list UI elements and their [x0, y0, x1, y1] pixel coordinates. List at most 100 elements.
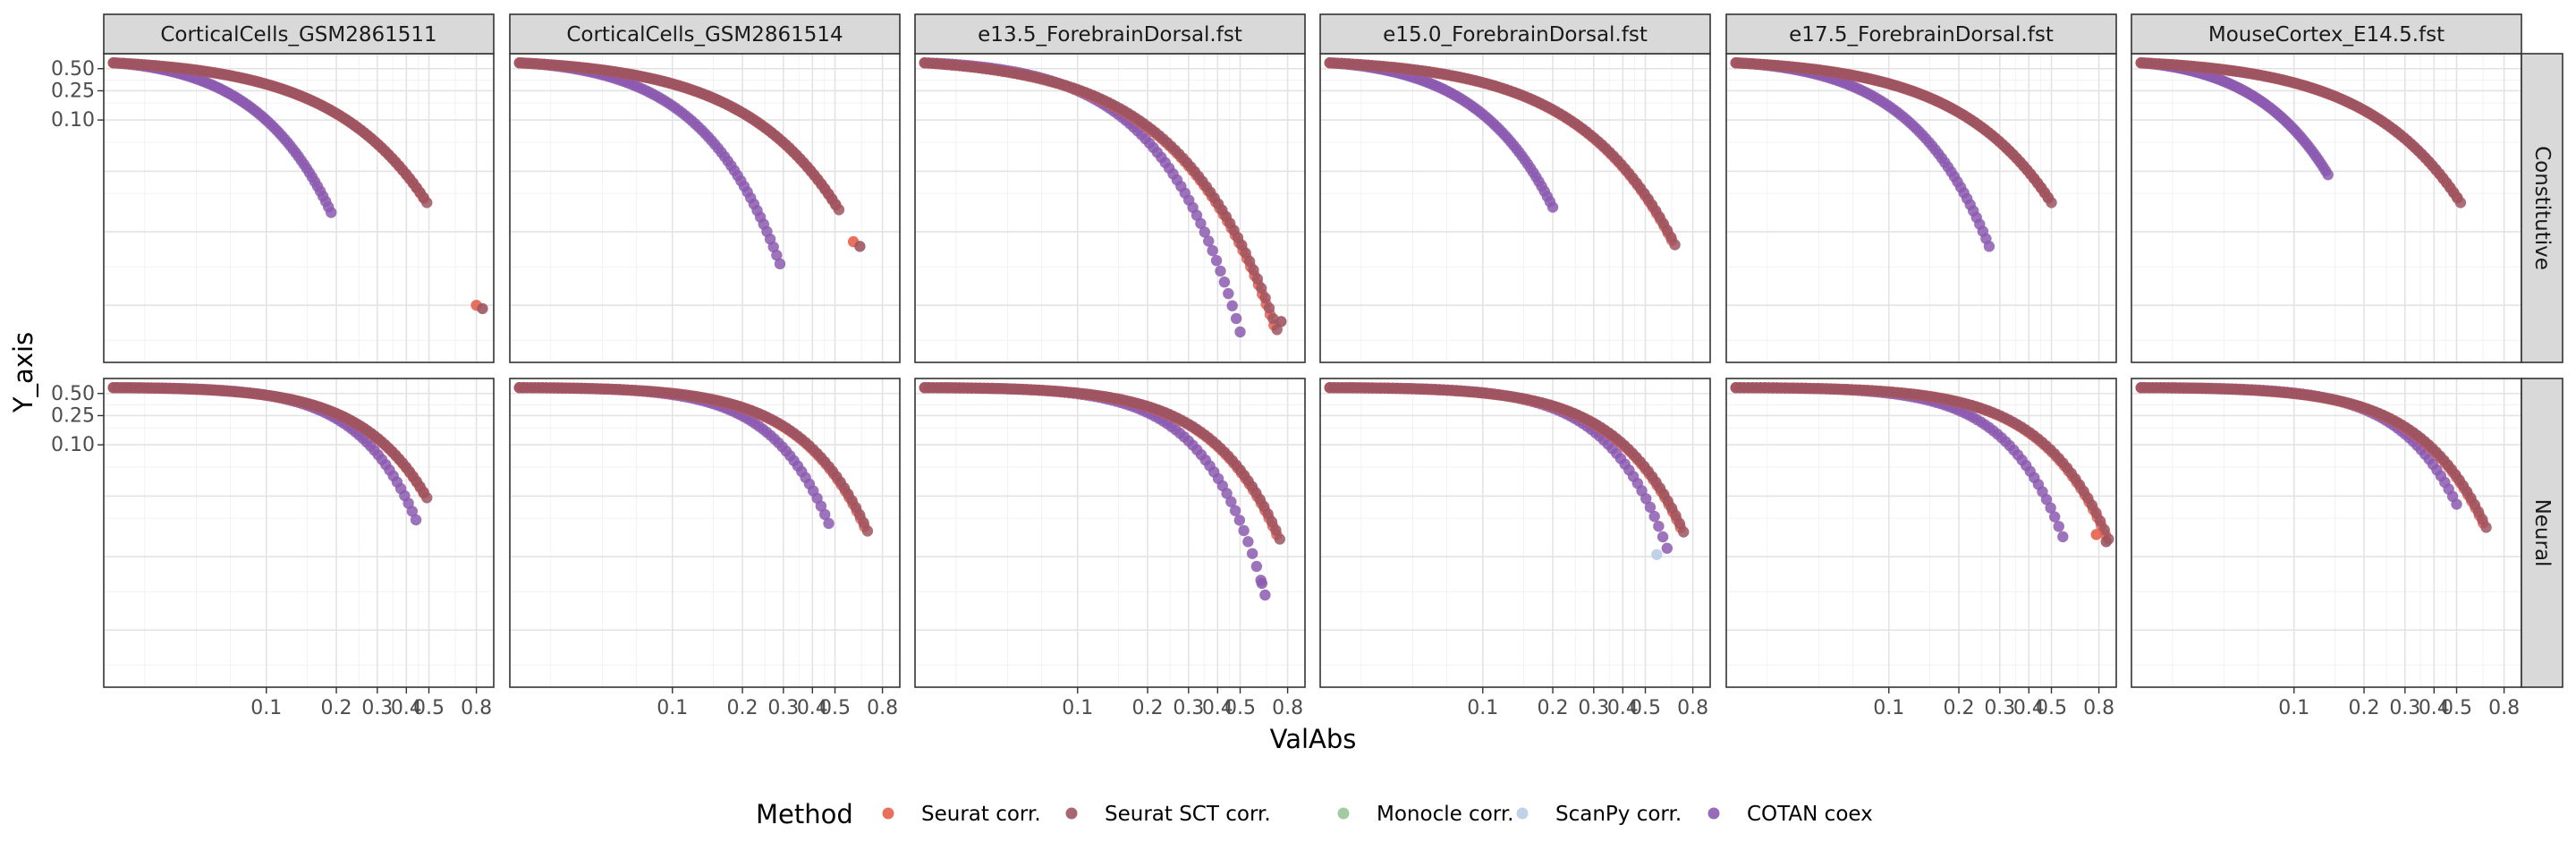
panel: 0.1 0.2 0.30.40.5 0.8: [1319, 378, 1711, 719]
grid: [915, 54, 1305, 362]
outlier-point: [477, 302, 488, 315]
y-tick-label: 0.50: [51, 383, 95, 405]
legend-label: Seurat SCT corr.: [1105, 803, 1271, 826]
facet-strip: [2521, 378, 2563, 688]
x-tick-label: 0.5: [819, 697, 851, 719]
seurat-sct-corr-point: [2098, 523, 2110, 536]
x-tick-label: 0.1: [1873, 697, 1904, 719]
panel: e15.0_ForebrainDorsal.fst: [1319, 13, 1711, 363]
cotan-coex-point: [815, 500, 827, 512]
cotan-coex-point: [1653, 520, 1665, 532]
cotan-coex-point: [2057, 531, 2069, 543]
cotan-coex-point: [410, 514, 422, 526]
panel-background: [1726, 378, 2116, 687]
x-tick-label: 0.5: [413, 697, 445, 719]
x-tick-label: 0.3: [1578, 697, 1609, 719]
grid: [104, 54, 494, 362]
seurat-sct-corr-point: [1678, 526, 1690, 538]
cotan-coex-point: [1226, 300, 1238, 311]
seurat-sct-corr-point: [1251, 273, 1264, 285]
x-tick-label: 0.3: [1173, 697, 1204, 719]
grid: [510, 378, 900, 687]
seurat-sct-corr-point: [1259, 292, 1271, 304]
cotan-coex-point: [406, 506, 419, 517]
seurat-sct-corr-point: [1274, 533, 1285, 545]
points: [513, 382, 874, 537]
x-tick-label: 0.4: [1202, 697, 1233, 719]
cotan-coex-point: [1199, 226, 1211, 238]
panel: 0.1 0.2 0.30.40.5 0.8: [1725, 378, 2117, 719]
x-tick-label: 0.8: [2488, 697, 2520, 719]
legend-label: ScanPy corr.: [1555, 803, 1682, 826]
points: [919, 382, 1285, 601]
panel-border: [103, 378, 495, 688]
x-tick-label: 0.2: [727, 697, 758, 719]
seurat-sct-corr-point: [1243, 255, 1256, 268]
cotan-coex-point: [2048, 511, 2061, 523]
cotan-coex-point: [1233, 515, 1246, 526]
seurat-sct-corr-point: [421, 492, 433, 504]
legend-key: [1337, 807, 1350, 820]
grid: [915, 378, 1305, 687]
panel-background: [1320, 378, 1710, 687]
points: [1730, 57, 2057, 252]
facet-strip-label: MouseCortex_E14.5.fst: [2208, 23, 2445, 47]
panel: MouseCortex_E14.5.fst Constitutive: [2131, 13, 2563, 363]
x-tick-label: 0.8: [1272, 697, 1303, 719]
seurat-sct-corr-point: [2090, 507, 2102, 519]
x-tick-label: 0.4: [797, 697, 828, 719]
cotan-coex-point: [1230, 312, 1242, 325]
panel-background: [104, 378, 494, 687]
cotan-coex-point: [1203, 235, 1215, 247]
seurat-sct-corr-point: [1240, 247, 1251, 259]
cotan-coex-point: [1648, 510, 1660, 523]
legend: Method Seurat corr. Seurat SCT corr. Monoc…: [756, 799, 1873, 829]
cotan-coex-point: [1221, 488, 1233, 499]
seurat-sct-corr-point: [1263, 302, 1275, 314]
seurat-sct-corr-point: [2454, 197, 2467, 208]
facet-strip: [1319, 13, 1711, 55]
cotan-coex-point: [1983, 241, 1996, 252]
y-axis-title: Y_axis: [8, 332, 38, 413]
legend-key: [1516, 807, 1529, 820]
cotan-coex-point: [1210, 255, 1223, 267]
x-tick-label: 0.1: [1062, 697, 1093, 719]
cotan-coex-point: [1242, 536, 1254, 548]
panel-border: [509, 378, 901, 688]
panel: Neural 0.1 0.2 0.30.40.5 0.8: [2131, 378, 2563, 719]
y-tick-label: 0.25: [51, 404, 95, 427]
facet-strip-label: e17.5_ForebrainDorsal.fst: [1789, 23, 2054, 47]
points: [1324, 57, 1681, 251]
grid: [104, 378, 494, 687]
x-tick-label: 0.3: [767, 697, 799, 719]
x-tick-label: 0.4: [2419, 697, 2450, 719]
facet-strip: [509, 13, 901, 55]
cotan-coex-point: [2322, 169, 2334, 181]
panels-layer: CorticalCells_GSM28615110.500.250.10Cort…: [51, 13, 2563, 719]
panel: CorticalCells_GSM2861514: [509, 13, 901, 363]
outlier-point: [1275, 316, 1287, 327]
y-tick-label: 0.10: [51, 434, 95, 456]
facet-strip: [2131, 13, 2522, 55]
x-tick-label: 0.8: [1677, 697, 1708, 719]
seurat-sct-corr-point: [858, 517, 869, 529]
seurat-sct-corr-point: [2094, 515, 2106, 527]
x-tick-label: 0.4: [2013, 697, 2045, 719]
cotan-coex-point: [2451, 498, 2462, 510]
x-tick-label: 0.1: [1467, 697, 1498, 719]
facet-strip-label: CorticalCells_GSM2861514: [566, 23, 843, 47]
x-tick-label: 0.4: [391, 697, 422, 719]
x-tick-label: 0.3: [1984, 697, 2015, 719]
panel-background: [2131, 378, 2521, 687]
cotan-coex-point: [1218, 276, 1231, 288]
x-tick-label: 0.1: [657, 697, 688, 719]
cotan-coex-point: [1246, 548, 1258, 559]
x-tick-label: 0.2: [321, 697, 352, 719]
grid: [510, 54, 900, 362]
x-tick-label: 0.2: [1944, 697, 1975, 719]
x-tick-label: 0.3: [2389, 697, 2420, 719]
panel: 0.1 0.2 0.30.40.5 0.8: [914, 378, 1306, 719]
facet-strip-label: e15.0_ForebrainDorsal.fst: [1383, 23, 1648, 47]
x-tick-label: 0.1: [2278, 697, 2309, 719]
